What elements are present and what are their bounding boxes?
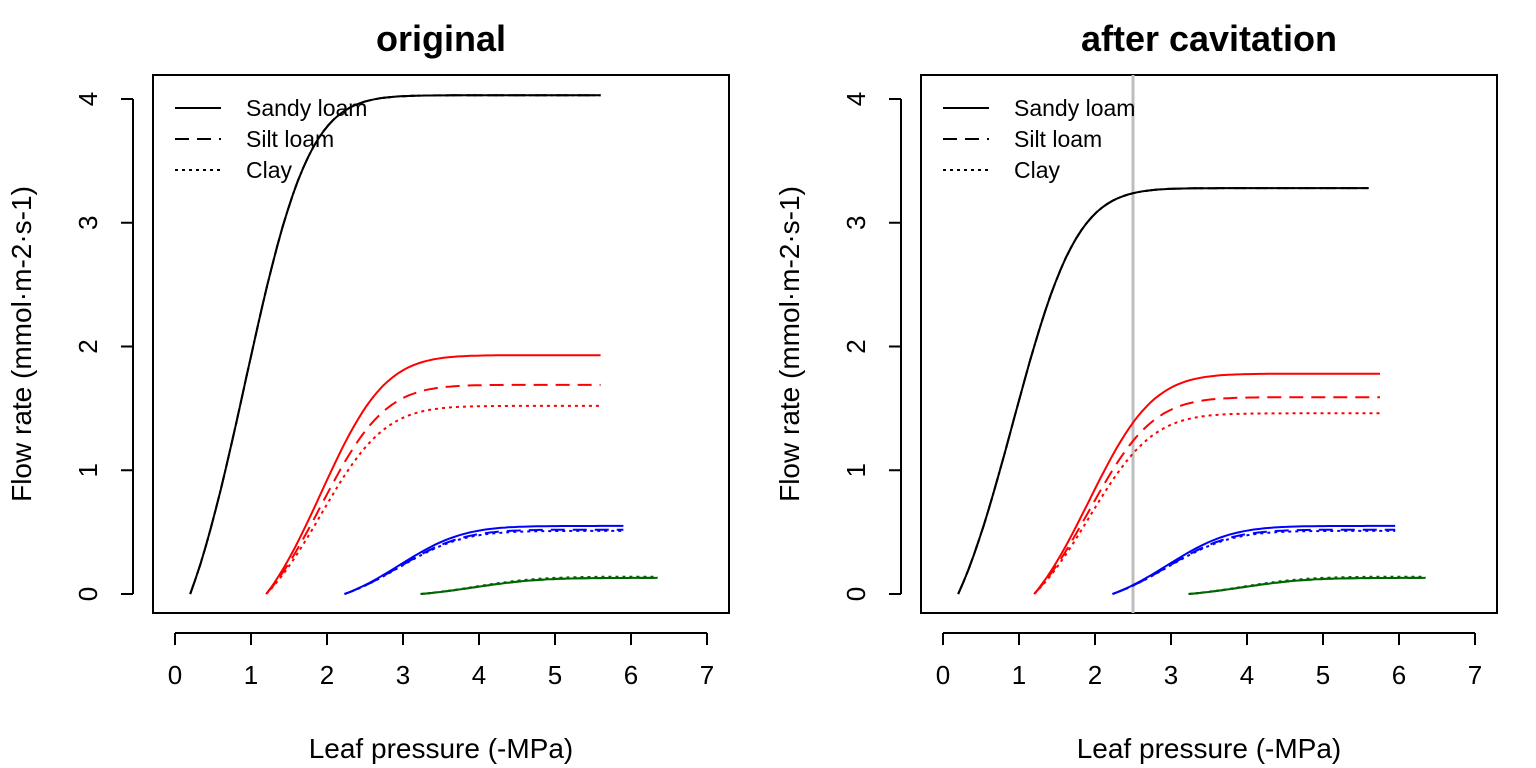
- plot-frame: [152, 74, 730, 614]
- x-tick-label: 4: [1240, 660, 1254, 690]
- series-line: [1033, 412, 1380, 595]
- y-axis-label: Flow rate (mmol·m-2·s-1): [774, 186, 805, 502]
- legend-label: Silt loam: [1014, 126, 1102, 152]
- y-tick-label: 0: [841, 587, 871, 601]
- x-tick-label: 3: [396, 660, 410, 690]
- y-tick-label: 1: [841, 463, 871, 477]
- chart-title: after cavitation: [1081, 18, 1337, 59]
- x-axis-label: Leaf pressure (-MPa): [1077, 733, 1342, 764]
- series-line: [1188, 576, 1426, 595]
- x-tick-label: 4: [472, 660, 486, 690]
- series-line: [957, 187, 1369, 595]
- series-line: [265, 383, 601, 595]
- x-tick-label: 7: [1468, 660, 1482, 690]
- x-tick-label: 7: [700, 660, 714, 690]
- x-tick-label: 6: [624, 660, 638, 690]
- x-tick-label: 2: [1088, 660, 1102, 690]
- x-tick-label: 0: [936, 660, 950, 690]
- series-line: [1188, 575, 1426, 595]
- series-line: [189, 94, 601, 595]
- series-line: [420, 576, 658, 595]
- y-tick-label: 2: [73, 339, 103, 353]
- x-tick-label: 5: [1316, 660, 1330, 690]
- plot-frame: [920, 74, 1498, 614]
- legend-label: Sandy loam: [246, 95, 367, 121]
- series-line: [1112, 524, 1396, 595]
- x-tick-label: 3: [1164, 660, 1178, 690]
- series-line: [1033, 396, 1380, 595]
- x-tick-label: 0: [168, 660, 182, 690]
- x-tick-label: 1: [1012, 660, 1026, 690]
- series-line: [1112, 529, 1396, 595]
- series-line: [265, 404, 601, 595]
- y-axis-label: Flow rate (mmol·m-2·s-1): [6, 186, 37, 502]
- y-tick-label: 3: [73, 216, 103, 230]
- legend-label: Sandy loam: [1014, 95, 1135, 121]
- series-line: [1112, 528, 1396, 595]
- y-tick-label: 2: [841, 339, 871, 353]
- y-tick-label: 4: [841, 92, 871, 106]
- chart-title: original: [376, 18, 506, 59]
- legend-label: Clay: [1014, 157, 1061, 183]
- y-tick-label: 1: [73, 463, 103, 477]
- series-line: [344, 524, 624, 595]
- series-line: [420, 575, 658, 595]
- chart-panel-after-cavitation: after cavitation 0 1 2 3 4 5 6 7 0 1 2 3 4 Leaf pressu…: [774, 18, 1498, 764]
- legend-label: Clay: [246, 157, 293, 183]
- legend-label: Silt loam: [246, 126, 334, 152]
- y-tick-label: 0: [73, 587, 103, 601]
- series-line: [1033, 372, 1380, 595]
- x-tick-label: 5: [548, 660, 562, 690]
- y-tick-label: 4: [73, 92, 103, 106]
- x-tick-label: 1: [244, 660, 258, 690]
- chart-panel-original: original 0 1 2 3 4 5 6 7 0 1 2 3 4 Leaf pressure (-MPa…: [6, 18, 730, 764]
- y-tick-label: 3: [841, 216, 871, 230]
- x-tick-label: 2: [320, 660, 334, 690]
- x-tick-label: 6: [1392, 660, 1406, 690]
- x-axis-label: Leaf pressure (-MPa): [309, 733, 574, 764]
- series-line: [344, 529, 624, 595]
- series-line: [265, 354, 601, 595]
